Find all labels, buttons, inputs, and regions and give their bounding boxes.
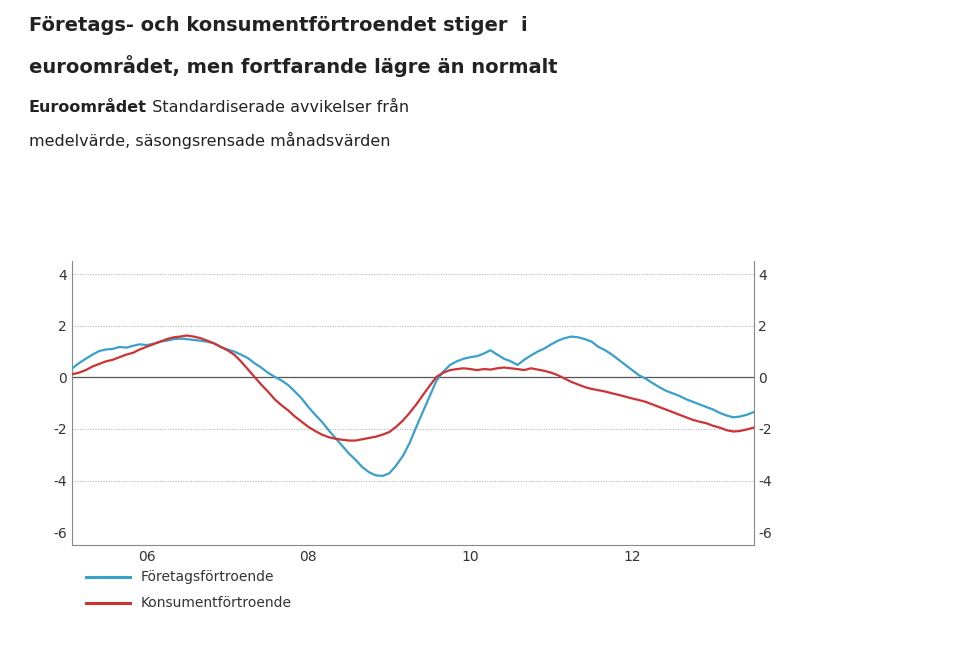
Text: Konsumentförtroende: Konsumentförtroende xyxy=(141,596,292,610)
Text: Företags- och konsumentförtroendet stiger  i: Företags- och konsumentförtroendet stige… xyxy=(29,16,527,35)
Text: euroområdet, men fortfarande lägre än normalt: euroområdet, men fortfarande lägre än no… xyxy=(29,55,558,77)
Text: medelvärde, säsongsrensade månadsvärden: medelvärde, säsongsrensade månadsvärden xyxy=(29,132,391,149)
Text: . Standardiserade avvikelser från: . Standardiserade avvikelser från xyxy=(142,100,409,115)
Text: Företagsförtroende: Företagsförtroende xyxy=(141,570,275,584)
Text: Euroområdet: Euroområdet xyxy=(29,100,147,115)
